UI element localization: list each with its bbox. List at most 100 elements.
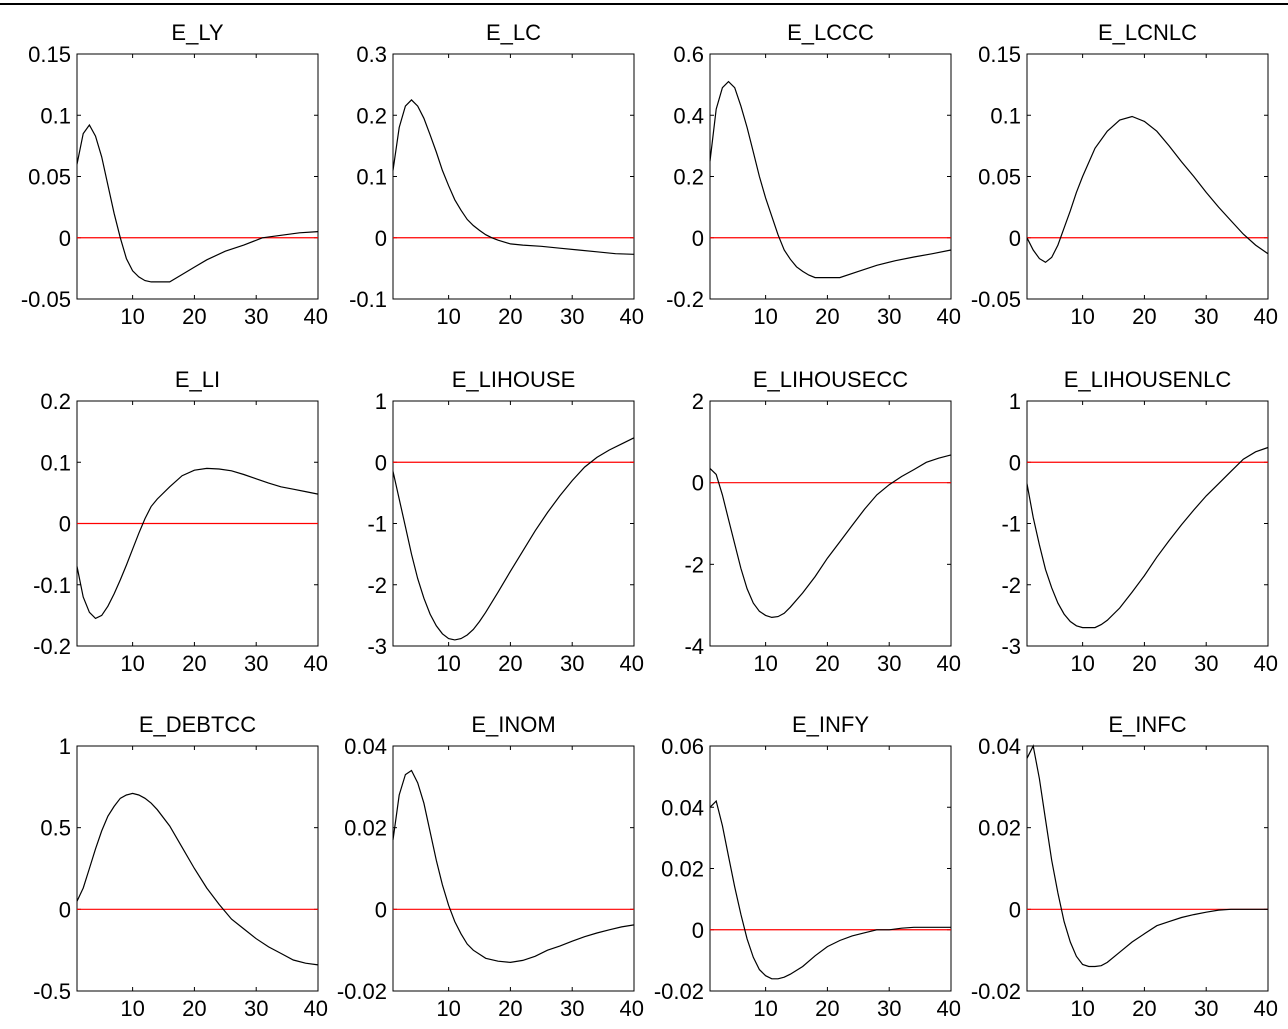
y-tick-label: -0.1 xyxy=(349,287,387,312)
panel-e-li: E_LI -0.2 -0.1 0 0.1 0.2 10 20 30 40 xyxy=(33,367,328,676)
x-tick-label: 20 xyxy=(182,996,206,1021)
x-tick-label: 30 xyxy=(1194,651,1218,676)
response-series-line xyxy=(392,437,635,641)
response-series-line xyxy=(1026,744,1268,968)
plot-frame xyxy=(709,400,952,647)
y-tick-label: 0 xyxy=(1009,897,1021,922)
response-series-line xyxy=(709,454,952,619)
x-tick-label: 20 xyxy=(498,651,522,676)
x-tick-label: 40 xyxy=(620,996,644,1021)
plot-frame xyxy=(709,745,952,992)
x-tick-label: 30 xyxy=(244,304,268,329)
x-tick-label: 10 xyxy=(120,651,144,676)
x-tick-label: 20 xyxy=(1132,651,1156,676)
y-tick-label: -0.2 xyxy=(666,287,704,312)
panel-title: E_LCCC xyxy=(787,20,874,45)
x-tick-label: 40 xyxy=(937,996,961,1021)
x-tick-label: 40 xyxy=(620,651,644,676)
response-series-line xyxy=(709,80,952,279)
x-tick-label: 30 xyxy=(877,651,901,676)
y-tick-label: 0.02 xyxy=(978,816,1021,841)
x-tick-label: 30 xyxy=(1194,304,1218,329)
y-tick-label: -1 xyxy=(1001,512,1021,537)
x-tick-label: 10 xyxy=(436,651,460,676)
y-tick-label: 0 xyxy=(375,226,387,251)
y-tick-label: 0.04 xyxy=(978,734,1021,759)
y-tick-label: 0 xyxy=(59,897,71,922)
y-tick-label: 1 xyxy=(375,389,387,414)
x-tick-label: 30 xyxy=(560,651,584,676)
y-tick-label: 0.1 xyxy=(990,103,1021,128)
y-tick-label: 0 xyxy=(375,450,387,475)
x-tick-label: 10 xyxy=(120,304,144,329)
x-tick-label: 10 xyxy=(1070,996,1094,1021)
y-tick-label: 0 xyxy=(1009,226,1021,251)
panel-e-inom: E_INOM -0.02 0 0.02 0.04 10 20 30 40 xyxy=(337,712,644,1021)
x-tick-label: 40 xyxy=(304,996,328,1021)
y-tick-label: 0.1 xyxy=(40,450,71,475)
y-tick-label: -0.5 xyxy=(33,979,71,1004)
y-tick-label: -3 xyxy=(1001,634,1021,659)
plot-frame xyxy=(1026,53,1269,300)
x-tick-label: 20 xyxy=(815,304,839,329)
panel-title: E_LI xyxy=(175,367,220,392)
y-tick-label: 0.05 xyxy=(28,165,71,190)
y-tick-label: 0 xyxy=(59,226,71,251)
x-tick-label: 20 xyxy=(182,304,206,329)
plot-frame xyxy=(392,745,635,992)
x-tick-label: 20 xyxy=(815,996,839,1021)
y-tick-label: 0 xyxy=(692,226,704,251)
x-tick-label: 20 xyxy=(815,651,839,676)
y-tick-label: 0.2 xyxy=(673,165,704,190)
response-series-line xyxy=(1026,446,1269,629)
y-tick-label: -3 xyxy=(367,634,387,659)
y-tick-label: 0.06 xyxy=(661,734,704,759)
x-tick-label: 10 xyxy=(753,996,777,1021)
y-tick-label: -2 xyxy=(1001,573,1021,598)
y-tick-label: -0.02 xyxy=(971,979,1021,1004)
plot-frame xyxy=(392,53,635,300)
x-tick-label: 30 xyxy=(560,996,584,1021)
x-tick-label: 10 xyxy=(436,304,460,329)
y-tick-label: 0.2 xyxy=(40,389,71,414)
plot-frame xyxy=(76,53,319,300)
x-tick-label: 10 xyxy=(1070,651,1094,676)
x-tick-label: 10 xyxy=(436,996,460,1021)
y-tick-label: 2 xyxy=(692,389,704,414)
panel-title: E_INOM xyxy=(471,712,555,737)
y-tick-label: -0.1 xyxy=(33,573,71,598)
panel-e-lihouse: E_LIHOUSE -3 -2 -1 0 1 10 20 30 40 xyxy=(367,367,644,676)
y-tick-label: 1 xyxy=(59,734,71,759)
response-series-line xyxy=(392,99,635,255)
x-tick-label: 40 xyxy=(620,304,644,329)
x-tick-label: 40 xyxy=(937,651,961,676)
response-series-line xyxy=(76,792,319,966)
x-tick-label: 40 xyxy=(1254,304,1278,329)
response-series-line xyxy=(76,467,319,620)
panel-e-debtcc: E_DEBTCC -0.5 0 0.5 1 10 20 30 40 xyxy=(33,712,328,1021)
panel-title: E_LCNLC xyxy=(1098,20,1197,45)
x-tick-label: 40 xyxy=(937,304,961,329)
x-tick-label: 20 xyxy=(498,996,522,1021)
plot-frame xyxy=(709,53,952,300)
x-tick-label: 10 xyxy=(1070,304,1094,329)
y-tick-label: 0.5 xyxy=(40,816,71,841)
x-tick-label: 20 xyxy=(498,304,522,329)
response-series-line xyxy=(76,123,319,283)
panel-title: E_LC xyxy=(486,20,541,45)
y-tick-label: -0.05 xyxy=(971,287,1021,312)
y-tick-label: 1 xyxy=(1009,389,1021,414)
x-tick-label: 20 xyxy=(182,651,206,676)
plot-frame xyxy=(76,745,319,992)
y-tick-label: 0.4 xyxy=(673,103,704,128)
panel-title: E_INFC xyxy=(1108,712,1186,737)
panel-title: E_LIHOUSECC xyxy=(753,367,908,392)
y-tick-label: 0.02 xyxy=(344,816,387,841)
y-tick-label: 0.3 xyxy=(356,42,387,67)
y-tick-label: -2 xyxy=(684,552,704,577)
x-tick-label: 20 xyxy=(1132,304,1156,329)
panel-title: E_DEBTCC xyxy=(139,712,256,737)
y-tick-label: -0.2 xyxy=(33,634,71,659)
